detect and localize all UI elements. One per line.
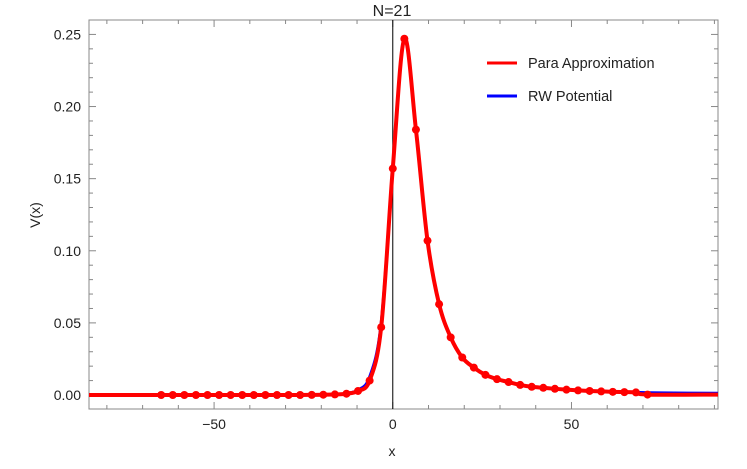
- data-point: [365, 376, 374, 385]
- series-line-para-approximation: [89, 36, 719, 398]
- chart-title: N=21: [373, 3, 412, 20]
- data-point: [539, 383, 548, 392]
- y-tick-label: 0.00: [54, 387, 81, 403]
- x-tick-label: −50: [202, 416, 226, 432]
- x-axis-label: x: [389, 443, 396, 459]
- data-point: [307, 390, 316, 399]
- data-point: [272, 391, 281, 400]
- y-tick-label: 0.25: [54, 26, 81, 42]
- data-point: [226, 391, 235, 400]
- x-tick-label: 0: [389, 416, 397, 432]
- data-point: [504, 378, 513, 387]
- y-tick-label: 0.05: [54, 315, 81, 331]
- legend-label-para-approximation: Para Approximation: [528, 56, 655, 72]
- data-point: [238, 391, 247, 400]
- data-point: [168, 391, 177, 400]
- data-point: [481, 370, 490, 379]
- data-point: [203, 391, 212, 400]
- data-point: [330, 390, 339, 399]
- data-point: [469, 363, 478, 372]
- plot-frame: [88, 19, 719, 410]
- y-axis-label: V(x): [27, 202, 43, 228]
- data-point: [608, 387, 617, 396]
- data-point: [296, 391, 305, 400]
- data-point: [516, 380, 525, 389]
- series-line-rw-potential: [88, 38, 719, 397]
- data-point: [643, 390, 652, 399]
- data-point: [550, 384, 559, 393]
- legend-label-rw-potential: RW Potential: [528, 89, 612, 105]
- data-point: [631, 388, 640, 397]
- data-point: [574, 386, 583, 395]
- data-point: [597, 387, 606, 396]
- data-point: [458, 353, 467, 362]
- data-point: [388, 164, 397, 173]
- data-point: [377, 323, 386, 332]
- data-point: [527, 382, 536, 391]
- data-point: [180, 391, 189, 400]
- axes: −50 0 50 0.00 0.05 0.10 0.15 0.20 0.25: [54, 19, 719, 432]
- data-point: [319, 390, 328, 399]
- y-tick-label: 0.15: [54, 171, 81, 187]
- y-tick-label: 0.10: [54, 243, 81, 259]
- data-point: [562, 385, 571, 394]
- data-point: [585, 386, 594, 395]
- data-point: [342, 389, 351, 398]
- data-point: [620, 388, 629, 397]
- data-point: [354, 386, 363, 395]
- data-point: [215, 391, 224, 400]
- series-layer: [88, 34, 719, 400]
- data-point: [435, 300, 444, 309]
- data-point: [411, 125, 420, 134]
- data-point: [191, 391, 200, 400]
- x-tick-label: 50: [564, 416, 580, 432]
- data-point: [423, 236, 432, 245]
- data-point: [492, 375, 501, 384]
- y-tick-label: 0.20: [54, 99, 81, 115]
- data-point: [261, 391, 270, 400]
- data-point: [284, 391, 293, 400]
- legend: Para Approximation RW Potential: [487, 56, 655, 105]
- data-point: [400, 34, 409, 43]
- data-point: [249, 391, 258, 400]
- data-point: [157, 391, 166, 400]
- data-point: [446, 333, 455, 342]
